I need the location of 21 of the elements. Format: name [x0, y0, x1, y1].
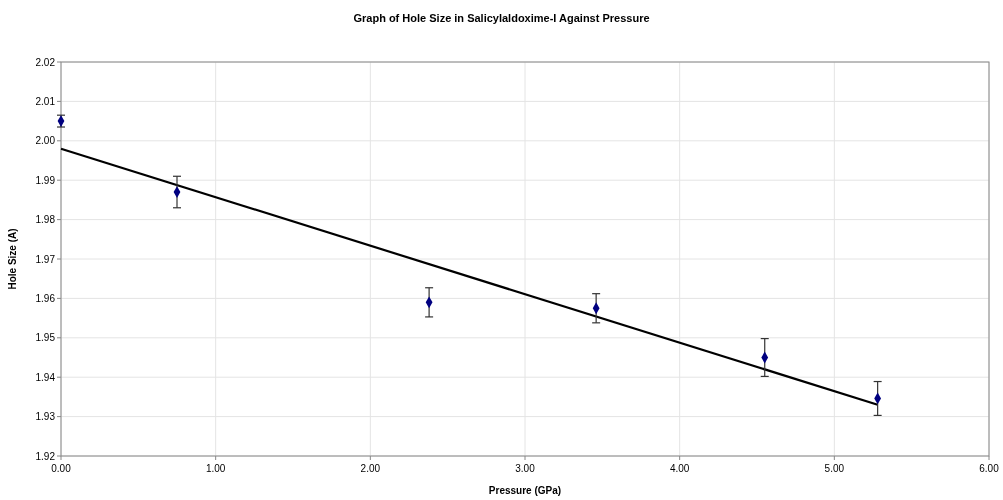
y-tick-label: 1.96: [35, 292, 56, 304]
y-tick-label: 2.02: [35, 56, 56, 68]
y-tick-label: 1.92: [35, 450, 56, 462]
y-tick-label: 1.93: [35, 411, 56, 423]
y-tick-label: 1.99: [35, 174, 56, 186]
y-tick-label: 2.01: [35, 95, 56, 107]
y-tick-label: 1.97: [35, 253, 56, 265]
x-axis-title: Pressure (GPa): [488, 485, 562, 496]
x-tick-label: 3.00: [515, 463, 536, 474]
x-tick-label: 4.00: [669, 463, 690, 474]
x-tick-label: 1.00: [205, 463, 226, 474]
y-tick-label: 1.98: [35, 214, 56, 226]
x-tick-label: 6.00: [979, 463, 1000, 474]
x-tick-label: 5.00: [824, 463, 845, 474]
x-tick-label: 2.00: [360, 463, 381, 474]
y-tick-label: 1.95: [35, 332, 56, 344]
y-axis-title: Hole Size (A): [7, 228, 18, 290]
y-tick-label: 2.00: [35, 135, 56, 147]
y-tick-label: 1.94: [35, 371, 56, 383]
chart-title: Graph of Hole Size in Salicylaldoxime-I Against Pressure: [353, 12, 650, 24]
x-tick-label: 0.00: [51, 463, 72, 474]
